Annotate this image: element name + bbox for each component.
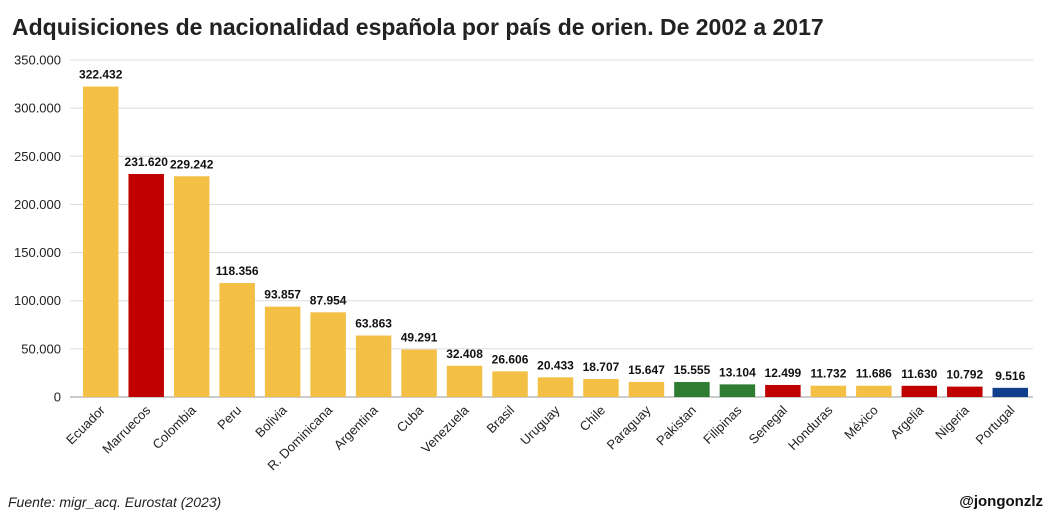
bar-marruecos <box>128 173 164 397</box>
x-tick-label: Bolivia <box>252 402 290 440</box>
bars <box>83 86 1028 398</box>
x-tick-label: Chile <box>577 403 609 435</box>
x-tick-label: Pakistan <box>653 403 699 449</box>
bar-uruguay <box>537 377 574 397</box>
x-tick-label: Paraguay <box>604 402 654 452</box>
value-label: 20.433 <box>537 358 574 372</box>
value-label: 13.104 <box>719 365 756 379</box>
x-tick-label: Cuba <box>394 402 427 435</box>
bar-nigeria <box>947 386 983 397</box>
bar-honduras <box>810 385 847 397</box>
value-label: 11.732 <box>810 367 846 381</box>
y-tick-label: 200.000 <box>14 197 61 212</box>
x-tick-label: Honduras <box>785 402 836 453</box>
bar-m-xico <box>856 385 892 397</box>
bar-brasil <box>492 371 528 397</box>
value-label: 87.954 <box>310 293 347 307</box>
y-axis: 0 50.000 100.000 150.000 200.000 250.000 300.0… <box>14 53 61 405</box>
y-tick-label: 50.000 <box>21 341 61 356</box>
bar-colombia <box>173 176 210 397</box>
gridlines <box>70 59 1033 398</box>
value-label: 15.647 <box>628 363 665 377</box>
x-tick-label: Senegal <box>746 402 790 446</box>
value-label: 63.863 <box>355 317 392 331</box>
bar-chile <box>583 378 619 397</box>
x-tick-label: Portugal <box>973 402 1018 447</box>
y-tick-label: 150.000 <box>14 245 61 260</box>
x-tick-label: Argentina <box>331 402 382 453</box>
value-label: 15.555 <box>674 363 711 377</box>
bar-ecuador <box>83 86 119 398</box>
value-label: 11.686 <box>856 367 892 381</box>
x-tick-label: México <box>841 403 881 443</box>
value-label: 231.620 <box>125 155 169 169</box>
value-label: 18.707 <box>583 360 620 374</box>
bar-cuba <box>401 349 437 397</box>
bar-paraguay <box>628 381 665 397</box>
x-tick-label: Peru <box>214 403 244 433</box>
y-tick-label: 300.000 <box>14 101 61 116</box>
value-label: 9.516 <box>995 369 1025 383</box>
bar-senegal <box>765 384 801 397</box>
bar-filipinas <box>719 384 756 397</box>
x-tick-label: Filipinas <box>700 402 745 447</box>
value-label: 229.242 <box>170 157 214 171</box>
value-label: 49.291 <box>401 331 438 345</box>
value-label: 322.432 <box>79 68 123 82</box>
x-tick-label: Marruecos <box>99 402 153 456</box>
bar-portugal <box>992 387 1028 397</box>
bar-venezuela <box>446 365 483 397</box>
value-label: 11.630 <box>901 367 937 381</box>
source-note: Fuente: migr_acq. Eurostat (2023) <box>8 494 222 510</box>
y-tick-label: 250.000 <box>14 149 61 164</box>
value-label: 12.499 <box>765 366 802 380</box>
value-label: 118.356 <box>216 264 259 278</box>
value-label: 32.408 <box>446 347 483 361</box>
x-tick-label: Uruguay <box>517 402 563 448</box>
x-tick-label: Venezuela <box>418 402 472 456</box>
bar-argentina <box>355 335 392 397</box>
x-tick-label: Colombia <box>149 402 199 452</box>
value-label: 10.792 <box>946 368 983 382</box>
value-label: 93.857 <box>264 288 301 302</box>
bar-argelia <box>901 385 938 397</box>
y-tick-label: 0 <box>54 390 61 405</box>
x-tick-label: Nigeria <box>932 402 972 442</box>
value-label: 26.606 <box>492 352 529 366</box>
x-tick-label: Argelia <box>887 402 927 442</box>
bar-pakistan <box>674 382 710 397</box>
bar-bolivia <box>264 306 301 397</box>
author-credit: @jongonzlz <box>959 493 1043 510</box>
bar-chart: 0 50.000 100.000 150.000 200.000 250.000 300.0… <box>14 53 1033 473</box>
bar-r-dominicana <box>310 312 346 397</box>
y-tick-label: 100.000 <box>14 293 61 308</box>
chart-title: Adquisiciones de nacionalidad española p… <box>12 14 824 40</box>
value-labels: 322.432 231.620 229.242 118.356 93.857 87.954… <box>79 68 1026 383</box>
y-tick-label: 350.000 <box>14 53 61 68</box>
bar-peru <box>219 283 255 397</box>
x-tick-label: Ecuador <box>63 402 108 447</box>
x-tick-label: Brasil <box>484 402 518 436</box>
